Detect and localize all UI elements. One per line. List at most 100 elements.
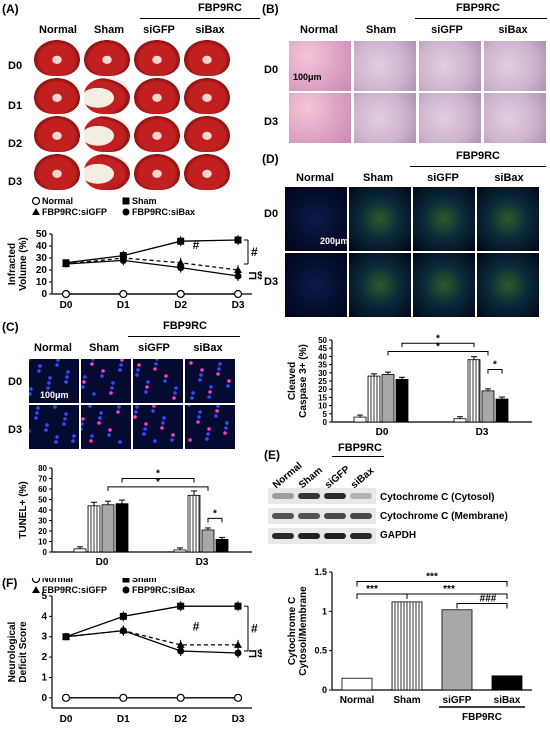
panel-b-group-header: FBP9RC [455,2,500,14]
significance-bracket [356,593,408,600]
he-section-image [353,92,417,144]
blot-band [350,533,372,539]
panel-b-letter: (B) [262,2,279,16]
y-tick-label: 50 [318,336,327,345]
panel-b-scale-bar: 100μm [293,72,322,82]
x-tick-label: siBax [494,695,521,706]
data-point [176,693,185,702]
brain-section-image [134,154,180,190]
bar [341,677,373,691]
y-tick-label: 35 [318,361,327,370]
y-tick-label: 40 [36,241,48,252]
data-point [176,258,185,266]
significance-mark: * [156,469,160,480]
y-tick-label: 20 [318,385,327,394]
caspase-fluorescence-image [284,252,348,318]
caspase-fluorescence-image [412,186,476,252]
significance-mark: * [436,333,440,344]
bar [73,548,87,553]
data-point [234,266,242,273]
bar [201,529,215,553]
panel-c-scale-bar: 100μm [40,390,69,400]
tunel-fluorescence-image [80,404,132,450]
he-section-image [483,92,547,144]
brain-section-image [34,78,80,114]
significance-mark: *** [366,584,378,595]
annotation-mark: # [193,620,200,634]
panel-e-letter: (E) [264,448,280,462]
y-tick-label: 30 [36,253,48,264]
blot-band-label-gapdh: GAPDH [380,530,417,541]
x-tick-label: D3 [196,557,209,568]
significance-bracket [121,478,195,483]
legend-label: FBP9RC:siBax [132,207,195,217]
brain-section-image [184,154,230,190]
y-tick-label: 20 [36,265,48,276]
significance-mark: * [436,341,440,352]
tunel-fluorescence-image [132,404,184,450]
significance-bracket [456,602,508,609]
panel-a-group-line [140,18,260,19]
data-point [62,633,70,641]
bar [353,416,367,423]
blot-band [324,533,346,539]
panel-d-scale-bar: 200μm [320,236,349,246]
y-tick-label: 30 [318,369,327,378]
tunel-fluorescence-image [184,358,236,404]
panel-d-letter: (D) [262,152,279,166]
blot-band [272,493,294,499]
caspase-fluorescence-image [348,186,412,252]
y-tick-label: 50 [38,496,47,505]
blot-strip [268,508,376,524]
data-point [234,649,242,657]
legend-marker [31,578,41,584]
tunel-fluorescence-image [28,404,80,450]
data-point [177,264,185,272]
panel-c-col-sham: Sham [89,342,119,354]
bar [115,503,129,553]
blot-band [350,493,372,499]
y-tick-label: 10 [36,277,48,288]
panel-d-row-d0: D0 [264,208,279,220]
panel-c-col-sibax: siBax [193,342,223,354]
he-section-image [418,92,482,144]
y-tick-label: 50 [36,229,48,240]
he-section-image [418,40,482,92]
data-point [61,693,71,702]
annotation-mark: # [251,245,258,259]
significance-mark: * [493,360,497,371]
y-tick-label: 30 [38,517,47,526]
x-tick-label: Sham [393,695,420,706]
data-point [61,289,71,299]
panel-a-col-sibax: siBax [195,24,225,36]
brain-section-image [134,78,180,114]
y-axis-label: Cytochrome C [287,597,298,665]
panel-d-col-sibax: siBax [494,172,524,184]
significance-bracket [356,580,508,587]
y-tick-label: 3 [41,632,47,643]
data-point [234,236,242,244]
brain-section-image [134,40,180,76]
data-point [119,289,128,299]
y-tick-label: 60 [38,485,47,494]
blot-band [298,493,320,499]
panel-c-group-header: FBP9RC [162,320,207,332]
legend-marker [31,196,41,206]
brain-section-image [184,40,230,76]
panel-d-col-sigfp: siGFP [427,172,459,184]
significance-mark: *** [426,571,438,582]
y-tick-label: 0 [323,418,328,427]
y-tick-label: 0 [41,693,47,704]
tunel-fluorescence-image [80,358,132,404]
data-point [234,640,242,648]
panel-a-col-normal: Normal [39,24,77,36]
brain-section-image [184,116,230,152]
data-point [119,627,127,635]
bar [495,398,509,423]
legend-marker [122,197,130,205]
y-tick-label: 4 [41,611,47,622]
panel-d-group-line [410,166,546,167]
he-section-image [288,40,352,92]
